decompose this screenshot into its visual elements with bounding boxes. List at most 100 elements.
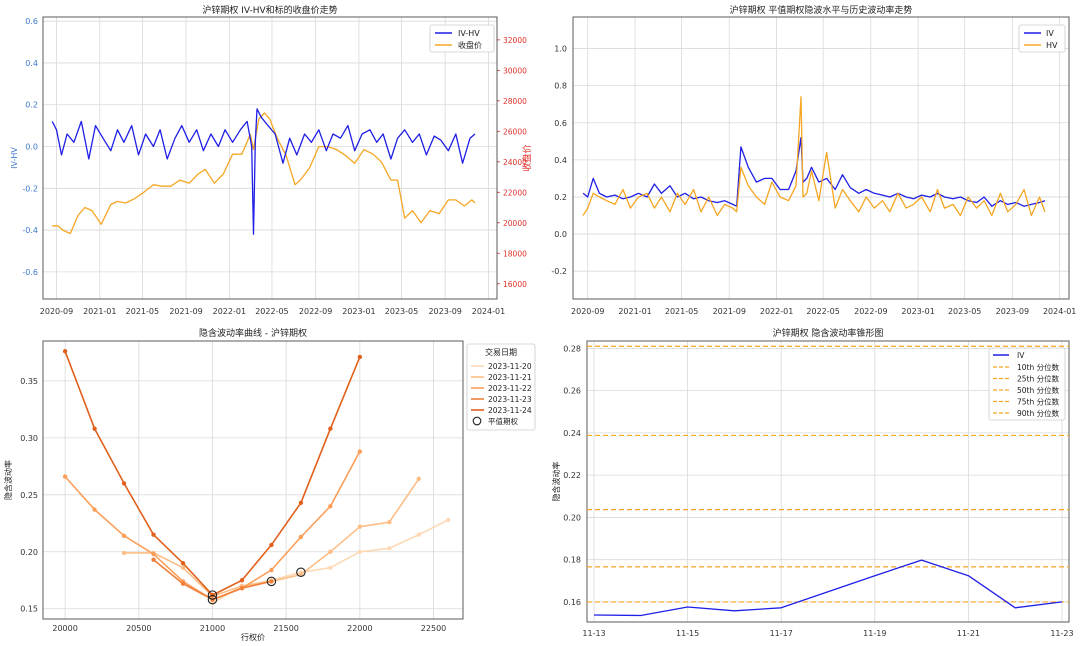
- y-tick-label: 0.6: [554, 119, 567, 128]
- legend-label: IV: [1017, 351, 1025, 360]
- x-tick-label: 2022-01: [213, 307, 246, 316]
- y-tick-label: 0.8: [554, 82, 567, 91]
- x-tick-label: 2020-09: [40, 307, 73, 316]
- legend-label: 25th 分位数: [1017, 374, 1060, 384]
- y-tick-label: 0.16: [563, 598, 581, 607]
- plot-frame: [572, 16, 1070, 300]
- smile-point: [151, 557, 156, 562]
- x-tick-label: 20000: [52, 624, 77, 633]
- smile-point: [239, 586, 245, 591]
- y-tick-label: 0.6: [25, 17, 38, 26]
- y2-tick-label: 20000: [503, 219, 527, 228]
- y-tick-label: 0.0: [554, 230, 567, 239]
- y-tick-label: 0.25: [20, 491, 38, 500]
- x-tick-label: 2024-01: [1043, 307, 1076, 316]
- x-tick-label: 11-15: [676, 629, 699, 638]
- y2-tick-label: 32000: [503, 36, 527, 45]
- x-tick-label: 2024-01: [472, 307, 505, 316]
- smile-point: [121, 533, 127, 539]
- smile-point: [121, 481, 127, 486]
- smile-point: [357, 449, 363, 454]
- y-tick-label: 0.35: [20, 377, 38, 386]
- smile-point: [180, 560, 186, 566]
- smile-point: [387, 546, 392, 551]
- y2-tick-label: 30000: [503, 66, 527, 75]
- legend-atm-swatch: [472, 416, 482, 426]
- smile-point: [357, 354, 363, 360]
- x-tick-label: 21500: [273, 624, 298, 633]
- y-tick-label: 0.28: [563, 344, 581, 353]
- series-hv-line: [582, 96, 1046, 217]
- x-tick-label: 2021-09: [713, 307, 746, 316]
- y2-tick-label: 22000: [503, 188, 527, 197]
- legend-label: 50th 分位数: [1017, 385, 1060, 395]
- atm-marker: [296, 567, 306, 578]
- atm-marker: [207, 590, 218, 600]
- legend-label: 2023-11-21: [488, 373, 532, 382]
- series-close-price-line: [52, 112, 476, 235]
- smile-point: [92, 426, 97, 431]
- x-tick-label: 2023-01: [901, 307, 934, 316]
- series-iv-hv-line: [51, 108, 476, 235]
- smile-point: [180, 581, 186, 586]
- smile-point: [328, 504, 333, 509]
- smile-point: [298, 500, 304, 505]
- y-tick-label: 0.18: [563, 556, 581, 565]
- legend-box: [1018, 24, 1066, 53]
- legend-label: 2023-11-23: [488, 395, 532, 404]
- x-tick-label: 2022-01: [760, 307, 793, 316]
- x-tick-label: 2023-05: [948, 307, 981, 316]
- x-tick-label: 11-23: [1050, 629, 1073, 638]
- smile-point: [62, 349, 68, 354]
- smile-point: [298, 572, 304, 577]
- x-tick-label: 22500: [421, 624, 446, 633]
- legend-label: 90th 分位数: [1017, 408, 1060, 418]
- smile-point: [328, 565, 333, 570]
- atm-marker: [266, 576, 277, 587]
- smile-point: [446, 517, 451, 523]
- y-tick-label: 0.2: [25, 101, 38, 110]
- x-tick-label: 2021-05: [126, 307, 159, 316]
- x-tick-label: 2022-09: [299, 307, 332, 316]
- y-tick-label: 0.24: [563, 429, 581, 438]
- y-tick-label: -0.2: [22, 184, 38, 193]
- plot-frame: [586, 340, 1070, 623]
- plot-frame: [42, 16, 498, 300]
- y2-tick-label: 28000: [503, 97, 527, 106]
- atm-marker: [207, 594, 218, 605]
- x-tick-label: 2021-01: [83, 307, 116, 316]
- smile-point: [416, 476, 421, 482]
- x-axis-label: 行权价: [241, 632, 265, 642]
- legend-label: HV: [1046, 41, 1058, 50]
- x-tick-label: 2022-05: [255, 307, 288, 316]
- legend-label: IV-HV: [458, 29, 480, 38]
- series-iv-line: [582, 136, 1046, 207]
- chart-title: 沪锌期权 平值期权隐波水平与历史波动率走势: [730, 4, 913, 16]
- y-tick-label: -0.4: [22, 226, 38, 235]
- chart-title: 隐含波动率曲线 - 沪锌期权: [199, 327, 307, 339]
- smile-point: [298, 534, 304, 540]
- legend-label: 10th 分位数: [1017, 362, 1060, 372]
- x-tick-label: 2023-05: [385, 307, 418, 316]
- x-tick-label: 2023-09: [996, 307, 1029, 316]
- plot-frame: [42, 340, 464, 620]
- x-tick-label: 2020-09: [571, 307, 604, 316]
- smile-point: [328, 549, 333, 554]
- y2-tick-label: 16000: [503, 280, 527, 289]
- x-tick-label: 2021-09: [169, 307, 202, 316]
- smile-point: [92, 507, 97, 512]
- smile-point: [269, 579, 274, 584]
- chart-title: 沪锌期权 IV-HV和标的收盘价走势: [202, 4, 337, 16]
- smile-point: [416, 532, 421, 537]
- x-tick-label: 2023-09: [428, 307, 461, 316]
- legend-label: 2023-11-22: [488, 384, 532, 393]
- chart-vol-smile: 20000 20500 21000 21500 22000 22500 0.15 0.20 0.…: [3, 327, 536, 642]
- smile-point: [180, 565, 186, 570]
- smile-point: [357, 524, 363, 529]
- legend-label: 2023-11-20: [488, 362, 532, 371]
- legend-label: 2023-11-24: [488, 406, 532, 415]
- legend-label: 75th 分位数: [1017, 397, 1060, 407]
- y-axis-label: IV-HV: [10, 147, 19, 169]
- x-tick-label: 21000: [200, 624, 225, 633]
